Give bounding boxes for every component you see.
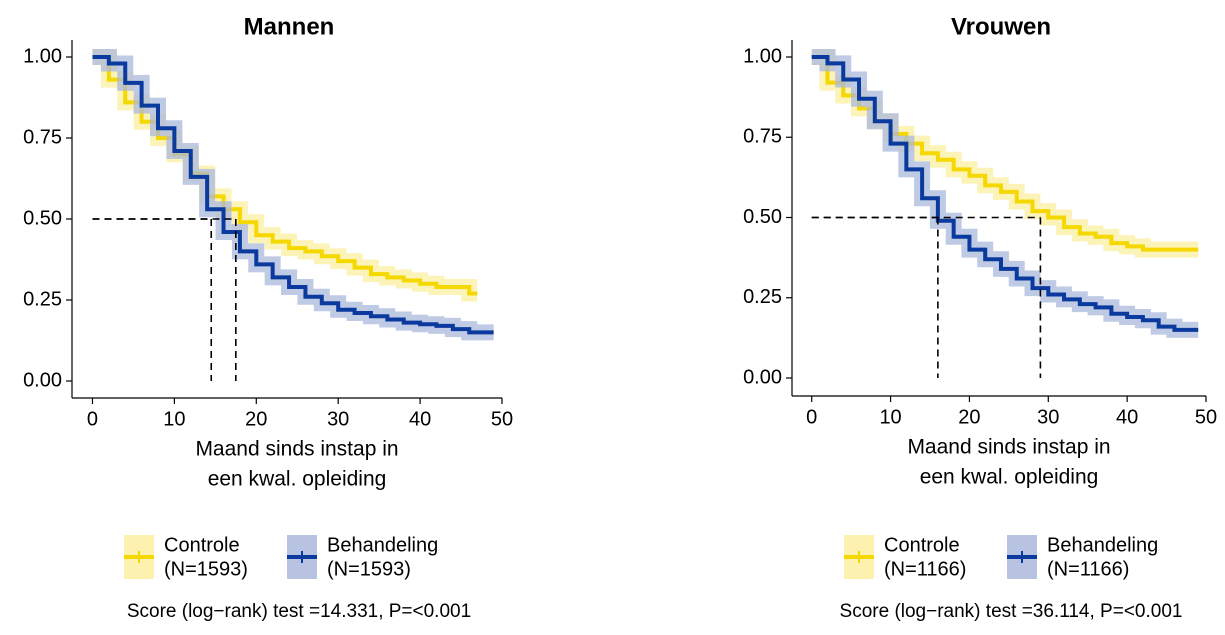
survival-line xyxy=(811,55,1199,332)
x-tick-label: 20 xyxy=(245,408,267,430)
survival-line xyxy=(811,55,1199,252)
y-tick-label: 1.00 xyxy=(743,45,782,67)
x-tick-label: 0 xyxy=(806,406,817,428)
x-tick-label: 30 xyxy=(1037,406,1059,428)
confidence-band xyxy=(92,49,478,302)
x-tick-label: 40 xyxy=(1116,406,1138,428)
legend-label: Controle xyxy=(164,534,240,556)
y-tick-label: 1.00 xyxy=(23,45,62,67)
x-tick-label: 40 xyxy=(409,408,431,430)
x-tick-label: 50 xyxy=(491,408,513,430)
y-tick-label: 0.00 xyxy=(743,366,782,388)
legend-label: Controle xyxy=(884,534,960,556)
annotation: Score (log−rank) test =36.114, P=<0.001 xyxy=(840,601,1183,622)
y-tick-label: 0.00 xyxy=(23,369,62,391)
legend-label: (N=1166) xyxy=(1047,558,1129,580)
chart-title: Mannen xyxy=(244,13,335,40)
y-tick-label: 0.75 xyxy=(743,126,782,148)
legend-label: (N=1166) xyxy=(884,558,966,580)
y-tick-label: 0.25 xyxy=(23,288,62,310)
x-tick-label: 10 xyxy=(163,408,185,430)
x-axis-label: een kwal. opleiding xyxy=(920,466,1099,489)
x-tick-label: 0 xyxy=(87,408,98,430)
y-tick-label: 0.50 xyxy=(23,207,62,229)
y-tick-label: 0.25 xyxy=(743,286,782,308)
survival-line xyxy=(92,55,478,296)
x-axis-label: Maand sinds instap in xyxy=(907,436,1110,459)
x-axis-label: een kwal. opleiding xyxy=(208,468,387,491)
survival-line xyxy=(92,55,494,335)
legend-label: Behandeling xyxy=(1047,534,1158,556)
legend-label: (N=1593) xyxy=(327,558,411,580)
x-axis-label: Maand sinds instap in xyxy=(195,438,398,461)
y-tick-label: 0.75 xyxy=(23,126,62,148)
y-tick-label: 0.50 xyxy=(743,206,782,228)
confidence-band xyxy=(811,49,1199,258)
x-tick-label: 50 xyxy=(1195,406,1217,428)
x-tick-label: 10 xyxy=(879,406,901,428)
legend-label: Behandeling xyxy=(327,534,438,556)
x-tick-label: 30 xyxy=(327,408,349,430)
chart-title: Vrouwen xyxy=(951,13,1051,40)
legend-label: (N=1593) xyxy=(164,558,248,580)
annotation: Score (log−rank) test =14.331, P=<0.001 xyxy=(127,601,471,622)
x-tick-label: 20 xyxy=(958,406,980,428)
